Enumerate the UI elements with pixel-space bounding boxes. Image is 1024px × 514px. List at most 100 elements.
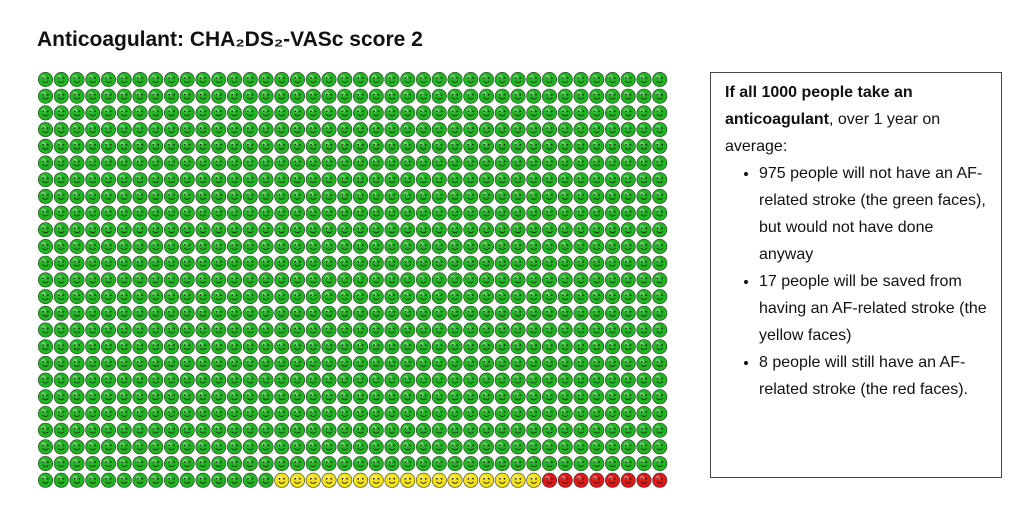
face-disc: [305, 88, 321, 104]
face-eye: [456, 110, 459, 113]
face-disc: [258, 255, 274, 271]
face: [179, 122, 195, 138]
face-disc: [101, 305, 117, 321]
face-eye: [377, 310, 380, 313]
face-eye: [42, 361, 45, 363]
face-disc: [69, 172, 85, 188]
face-disc: [447, 188, 463, 204]
face-disc: [478, 105, 494, 121]
face-eye: [424, 127, 427, 129]
face-eye: [625, 160, 627, 163]
face-eye: [105, 344, 108, 347]
face-disc: [258, 122, 274, 138]
face-mouth: [136, 180, 144, 184]
face-mouth: [514, 281, 522, 284]
face: [211, 339, 227, 355]
face: [604, 155, 620, 171]
face-mouth: [546, 347, 553, 351]
face: [604, 205, 620, 221]
face-mouth: [609, 398, 616, 401]
face: [652, 255, 668, 271]
face: [53, 122, 69, 138]
face-eye: [388, 194, 391, 196]
face-eye: [499, 127, 501, 129]
face-disc: [589, 289, 605, 305]
face-eye: [499, 160, 501, 163]
face-mouth: [372, 80, 380, 83]
face-eye: [598, 260, 600, 263]
face: [164, 255, 180, 271]
face-eye: [514, 244, 517, 246]
face-mouth: [609, 147, 616, 150]
face-eye: [503, 210, 506, 213]
face-eye: [341, 93, 344, 96]
face-eye: [188, 177, 191, 180]
face: [400, 105, 416, 121]
face-eye: [361, 277, 364, 280]
face: [337, 155, 353, 171]
face: [526, 289, 542, 305]
face-eye: [472, 361, 474, 363]
face-eye: [530, 160, 533, 163]
face-eye: [310, 411, 312, 413]
face-eye: [640, 310, 643, 313]
face-disc: [541, 355, 557, 371]
face: [526, 389, 542, 405]
face-mouth: [120, 314, 128, 317]
face-eye: [357, 177, 360, 180]
face: [116, 239, 132, 255]
face-eye: [499, 377, 501, 380]
face-disc: [242, 355, 258, 371]
face-eye: [519, 277, 522, 280]
face-disc: [148, 305, 164, 321]
face-mouth: [278, 347, 286, 351]
face: [510, 222, 526, 238]
face-eye: [199, 93, 202, 96]
face: [478, 239, 494, 255]
face-mouth: [57, 147, 65, 150]
face: [447, 339, 463, 355]
face-eye: [499, 210, 501, 213]
face: [415, 172, 431, 188]
face-mouth: [624, 331, 632, 334]
face-eye: [388, 244, 391, 246]
face-disc: [85, 289, 101, 305]
face-eye: [451, 327, 454, 330]
face: [541, 122, 557, 138]
face-disc: [37, 122, 53, 138]
face-disc: [573, 272, 589, 288]
face-disc: [289, 88, 305, 104]
face-mouth: [372, 231, 380, 234]
face-disc: [589, 305, 605, 321]
face-mouth: [278, 214, 286, 217]
face-eye: [231, 210, 234, 213]
face-eye: [46, 294, 49, 296]
face: [352, 355, 368, 371]
face: [132, 239, 148, 255]
face-eye: [562, 394, 564, 397]
face-mouth: [624, 80, 632, 83]
face: [85, 322, 101, 338]
face-eye: [105, 277, 108, 280]
face-eye: [577, 110, 580, 113]
face-eye: [125, 110, 128, 113]
face-disc: [573, 239, 589, 255]
face-eye: [136, 260, 139, 263]
face-eye: [58, 93, 60, 96]
face-eye: [625, 110, 627, 113]
face-eye: [456, 227, 459, 230]
face-disc: [258, 272, 274, 288]
face-eye: [341, 177, 344, 180]
face-disc: [69, 289, 85, 305]
face-eye: [656, 77, 659, 79]
face-eye: [330, 411, 333, 413]
face: [164, 205, 180, 221]
face-mouth: [262, 147, 270, 150]
face-eye: [204, 411, 207, 413]
face: [557, 272, 573, 288]
face-eye: [613, 277, 616, 280]
face-mouth: [57, 214, 65, 217]
face-eye: [325, 194, 328, 196]
face-eye: [393, 260, 396, 263]
face-disc: [526, 122, 542, 138]
